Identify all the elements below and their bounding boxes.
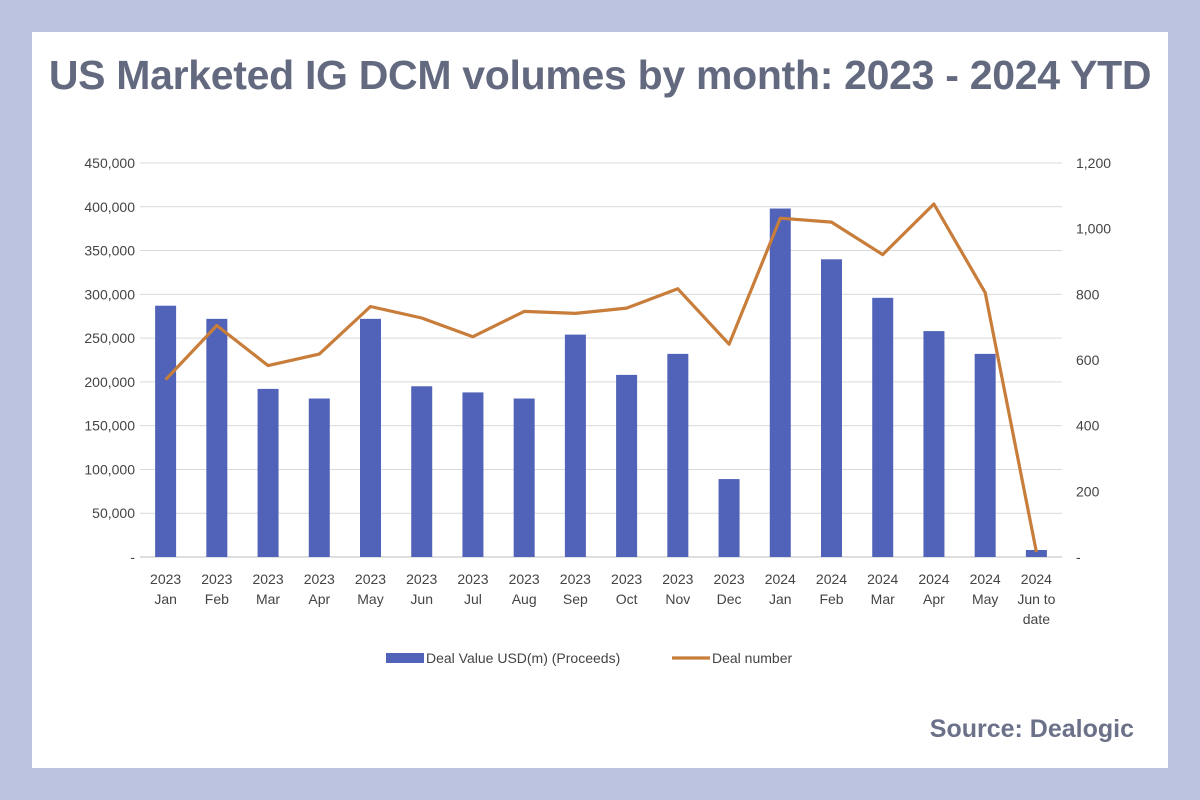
legend-label-deal-number: Deal number	[712, 650, 792, 666]
x-tick-label: 2023 Jan	[150, 571, 181, 607]
bar	[821, 259, 842, 557]
y-right-tick-label: 1,200	[1076, 155, 1111, 171]
y-right-tick-label: 600	[1076, 352, 1100, 368]
x-tick-label: 2024 Jan	[765, 571, 796, 607]
source-label: Source: Dealogic	[929, 715, 1134, 743]
x-tick-label: 2023 Jun	[406, 571, 437, 607]
y-right-tick-label: 800	[1076, 286, 1100, 302]
chart-title: US Marketed IG DCM volumes by month: 202…	[48, 52, 1152, 98]
bar	[257, 388, 279, 557]
bar	[667, 353, 689, 557]
bar	[411, 386, 433, 557]
x-tick-label: 2024 May	[970, 571, 1001, 607]
x-tick-label: 2023 Apr	[304, 571, 335, 607]
legend-swatch-deal-value	[386, 653, 424, 663]
bar	[360, 318, 381, 557]
x-tick-label: 2023 Oct	[611, 571, 642, 607]
x-tick-label: 2023 May	[355, 571, 386, 607]
bar	[564, 334, 586, 557]
bar	[974, 353, 996, 557]
bar	[616, 374, 638, 557]
y-right-tick-label: 400	[1076, 418, 1100, 434]
x-tick-label: 2024 Mar	[867, 571, 898, 607]
x-tick-label: 2023 Jul	[457, 571, 488, 607]
x-tick-label: 2023 Nov	[662, 571, 693, 607]
y-left-tick-label: 200,000	[84, 374, 135, 390]
bar	[923, 331, 945, 557]
y-left-tick-label: -	[130, 549, 135, 565]
x-tick-label: 2024 Apr	[918, 571, 949, 607]
y-left-tick-label: 400,000	[84, 199, 135, 215]
x-tick-label: 2023 Feb	[201, 571, 232, 607]
y-right-tick-label: -	[1076, 549, 1081, 565]
bar	[155, 305, 177, 557]
y-left-tick-label: 300,000	[84, 286, 135, 302]
y-left-tick-label: 350,000	[84, 243, 135, 259]
x-tick-label: 2023 Aug	[509, 571, 540, 607]
bar	[718, 479, 740, 557]
bar	[462, 392, 484, 557]
y-left-tick-label: 250,000	[84, 330, 135, 346]
deal-number-line	[164, 202, 1038, 553]
x-tick-label: 2024 Feb	[816, 571, 847, 607]
bar	[513, 398, 535, 557]
bar	[872, 297, 894, 557]
x-tick-label: 2024 Jun to date	[1017, 571, 1055, 627]
y-left-tick-label: 450,000	[84, 155, 135, 171]
legend-label-deal-value: Deal Value USD(m) (Proceeds)	[426, 650, 620, 666]
bar	[1025, 549, 1047, 557]
bar	[308, 398, 330, 557]
x-tick-label: 2023 Sep	[560, 571, 591, 607]
bar	[769, 208, 791, 558]
y-left-tick-label: 50,000	[92, 505, 135, 521]
y-right-tick-label: 200	[1076, 483, 1100, 499]
x-tick-label: 2023 Mar	[252, 571, 283, 607]
y-left-tick-label: 150,000	[84, 418, 135, 434]
y-left-tick-label: 100,000	[84, 461, 135, 477]
y-right-tick-label: 1,000	[1076, 221, 1111, 237]
x-tick-label: 2023 Dec	[713, 571, 744, 607]
bar	[206, 318, 228, 557]
